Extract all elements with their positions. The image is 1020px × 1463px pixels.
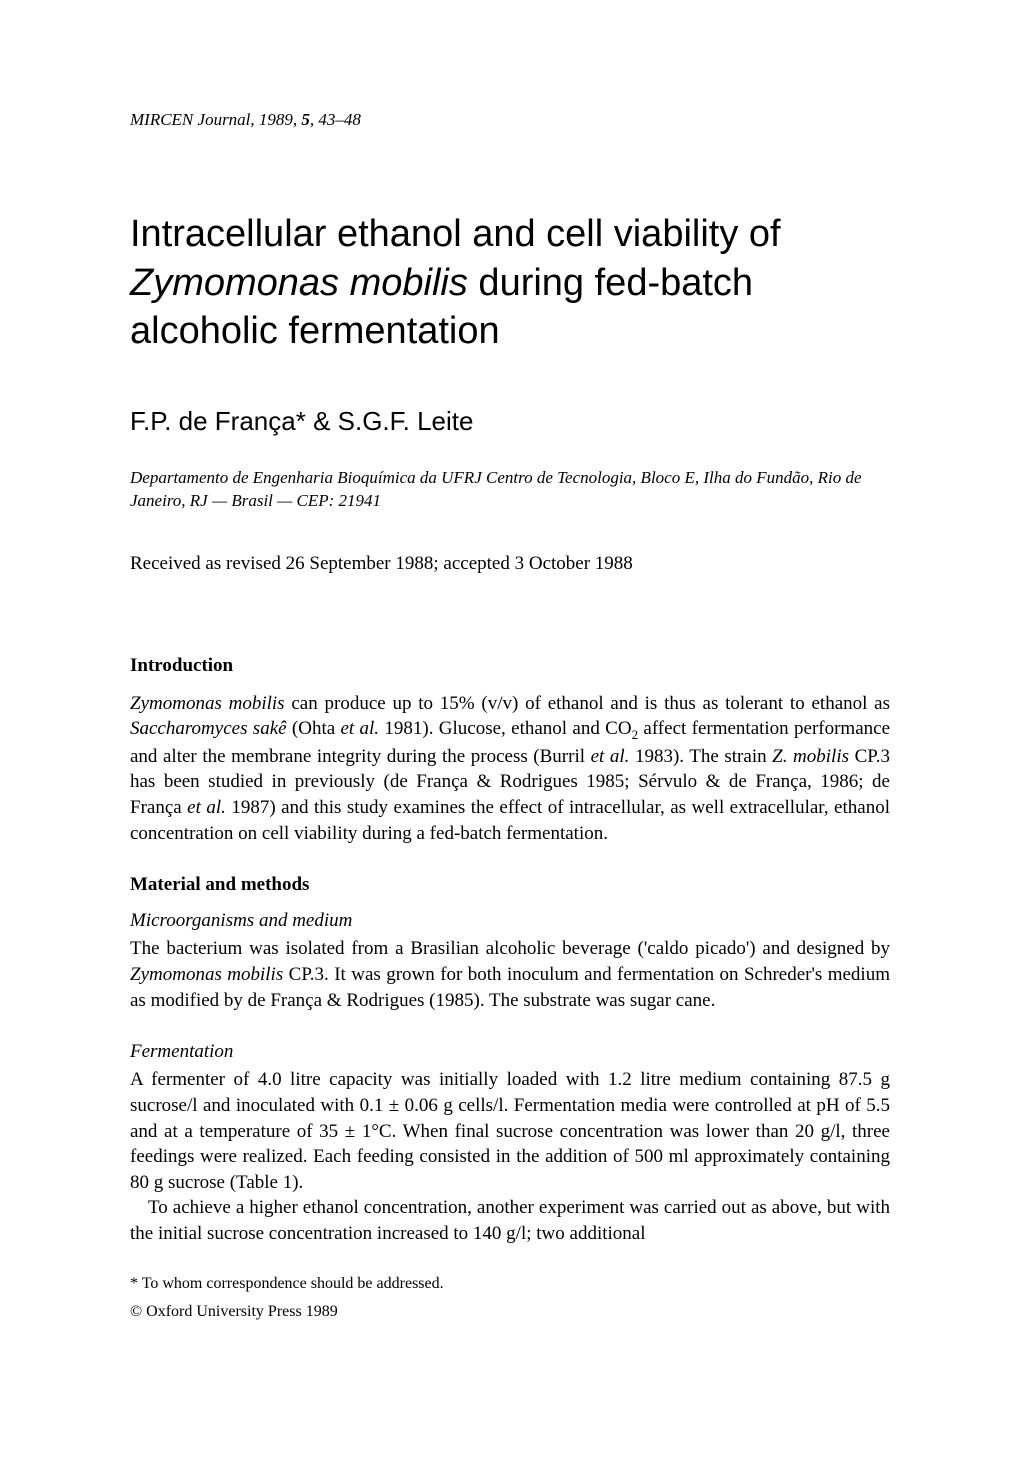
journal-name: MIRCEN Journal [130,110,250,129]
intro-text-n: 1987) and this study examines the effect… [130,797,890,844]
microorganisms-subheading: Microorganisms and medium [130,910,890,932]
journal-pages: 43–48 [318,110,361,129]
introduction-heading: Introduction [130,655,890,677]
received-date: Received as revised 26 September 1988; a… [130,553,890,575]
intro-etal3: et al. [187,797,226,818]
copyright-line: © Oxford University Press 1989 [130,1303,890,1321]
materials-heading: Material and methods [130,874,890,896]
intro-species1: Zymomonas mobilis [130,693,285,714]
correspondence-footnote: * To whom correspondence should be addre… [130,1275,890,1293]
journal-reference: MIRCEN Journal, 1989, 5, 43–48 [130,110,890,130]
intro-text-j: 1983). The strain [629,746,772,767]
page-container: MIRCEN Journal, 1989, 5, 43–48 Intracell… [0,0,1020,1401]
journal-volume: 5 [301,110,310,129]
micro-species: Zymomonas mobilis [130,964,283,985]
intro-etal1: et al. [340,718,379,739]
intro-species2: Saccharomyces sakê [130,718,287,739]
intro-text-f: 1981). Glucose, ethanol and CO [379,718,632,739]
microorganisms-paragraph: The bacterium was isolated from a Brasil… [130,936,890,1013]
title-part1: Intracellular ethanol and cell viability… [130,213,781,255]
fermentation-subheading: Fermentation [130,1041,890,1063]
intro-species3: Z. mobilis [772,746,849,767]
title-species-italic: Zymomonas mobilis [130,262,468,304]
fermentation-paragraph2: To achieve a higher ethanol concentratio… [130,1195,890,1246]
micro-text-a: The bacterium was isolated from a Brasil… [130,938,890,959]
intro-text-d: (Ohta [287,718,341,739]
intro-etal2: et al. [591,746,630,767]
introduction-paragraph: Zymomonas mobilis can produce up to 15% … [130,691,890,847]
journal-year: 1989 [259,110,293,129]
fermentation-paragraph1: A fermenter of 4.0 litre capacity was in… [130,1067,890,1195]
authors-line: F.P. de França* & S.G.F. Leite [130,406,890,437]
affiliation-text: Departamento de Engenharia Bioquímica da… [130,467,890,513]
article-title: Intracellular ethanol and cell viability… [130,210,890,356]
intro-text-b: can produce up to 15% (v/v) of ethanol a… [285,693,890,714]
